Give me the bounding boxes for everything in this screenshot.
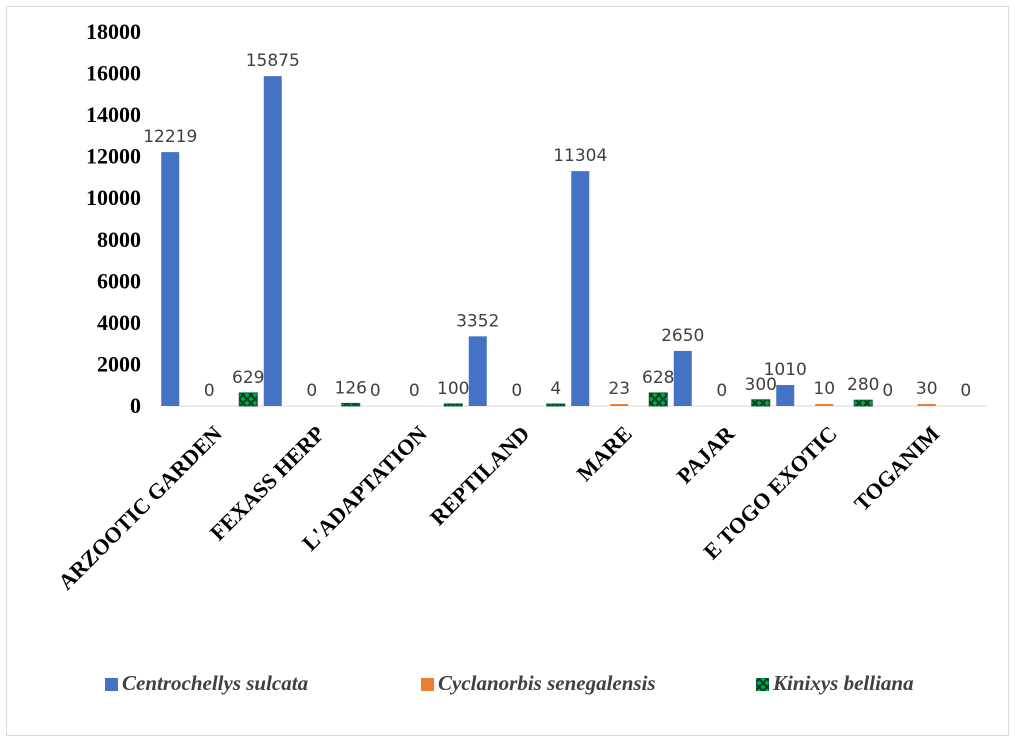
- x-tick-label: REPTILAND: [425, 421, 534, 530]
- data-label: 30: [916, 379, 938, 399]
- x-tick-label: ARZOOTIC GARDEN: [53, 421, 227, 595]
- data-label: 0: [716, 381, 727, 401]
- data-label: 300: [745, 375, 777, 395]
- data-label: 0: [204, 381, 215, 401]
- bar-centrochellys-sulcata: [161, 152, 180, 406]
- bar-kinixys-belliana: [648, 392, 668, 407]
- bar-centrochellys-sulcata: [776, 385, 795, 406]
- bar-kinixys-belliana: [341, 402, 361, 407]
- x-tick-label: MARE: [572, 421, 637, 486]
- data-label: 10: [813, 379, 835, 399]
- bar-cyclanorbis-senegalensis: [610, 404, 629, 406]
- y-tick-label: 6000: [97, 268, 141, 293]
- data-label: 15875: [246, 51, 300, 71]
- y-tick-label: 14000: [86, 102, 141, 127]
- bar-chart: 0200040006000800010000120001400016000180…: [53, 19, 987, 695]
- bar-kinixys-belliana: [546, 403, 566, 407]
- y-tick-label: 2000: [97, 351, 141, 376]
- bar-kinixys-belliana: [443, 403, 463, 407]
- legend: Centrochellys sulcata Cyclanorbis senegal…: [105, 671, 914, 695]
- y-tick-label: 0: [130, 393, 141, 418]
- data-label: 628: [642, 368, 674, 388]
- legend-swatch: [421, 678, 434, 691]
- data-label: 0: [960, 381, 971, 401]
- legend-entry: Kinixys belliana: [772, 671, 914, 695]
- x-tick-label: TOGANIM: [849, 421, 944, 516]
- bar-kinixys-belliana: [853, 399, 873, 407]
- legend-swatch: [105, 678, 118, 691]
- bar-centrochellys-sulcata: [263, 76, 282, 407]
- data-label: 1010: [764, 360, 807, 380]
- bar-centrochellys-sulcata: [468, 336, 487, 406]
- bar-cyclanorbis-senegalensis: [917, 404, 936, 406]
- bar-kinixys-belliana: [751, 399, 771, 407]
- y-tick-label: 12000: [86, 144, 141, 169]
- data-label: 2650: [661, 326, 704, 346]
- data-label: 0: [409, 381, 420, 401]
- legend-swatch: [756, 678, 769, 691]
- bar-centrochellys-sulcata: [673, 350, 692, 406]
- y-tick-label: 8000: [97, 227, 141, 252]
- data-label: 280: [847, 375, 879, 395]
- y-tick-label: 10000: [86, 185, 141, 210]
- legend-entry: Cyclanorbis senegalensis: [438, 671, 656, 695]
- data-label: 0: [370, 381, 381, 401]
- y-tick-label: 4000: [97, 310, 141, 335]
- data-label: 4: [550, 379, 561, 399]
- data-label: 3352: [456, 311, 499, 331]
- data-label: 12219: [143, 127, 197, 147]
- chart-frame: 0 2000 4000 6000 8000 10000 12000 14000 16000 180…: [6, 6, 1009, 736]
- y-axis-tick-labels: 0 2000 4000 6000 8000 10000 12000 14000 16000 180…: [86, 19, 141, 418]
- legend-entry: Centrochellys sulcata: [122, 671, 308, 695]
- data-label: 23: [608, 379, 630, 399]
- bar-centrochellys-sulcata: [571, 171, 590, 406]
- data-label: 0: [306, 381, 317, 401]
- bars: [161, 76, 936, 407]
- bar-kinixys-belliana: [238, 392, 258, 407]
- x-tick-label: PAJAR: [672, 420, 740, 488]
- y-tick-label: 16000: [86, 61, 141, 86]
- y-tick-label: 18000: [86, 19, 141, 44]
- data-label: 0: [882, 381, 893, 401]
- data-label: 629: [232, 368, 264, 388]
- data-label: 0: [511, 381, 522, 401]
- data-label: 11304: [553, 146, 607, 166]
- data-label: 126: [335, 378, 367, 398]
- data-label: 100: [437, 379, 469, 399]
- bar-cyclanorbis-senegalensis: [815, 404, 834, 406]
